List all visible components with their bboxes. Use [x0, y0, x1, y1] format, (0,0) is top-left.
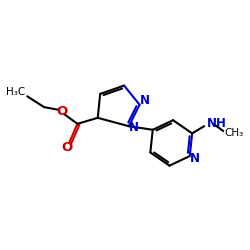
- Text: N: N: [190, 152, 200, 165]
- Text: H₃C: H₃C: [6, 87, 25, 97]
- Text: O: O: [62, 141, 73, 154]
- Text: O: O: [56, 105, 68, 118]
- Text: N: N: [140, 94, 150, 107]
- Text: CH₃: CH₃: [224, 128, 244, 138]
- Text: N: N: [129, 121, 139, 134]
- Text: NH: NH: [206, 117, 226, 130]
